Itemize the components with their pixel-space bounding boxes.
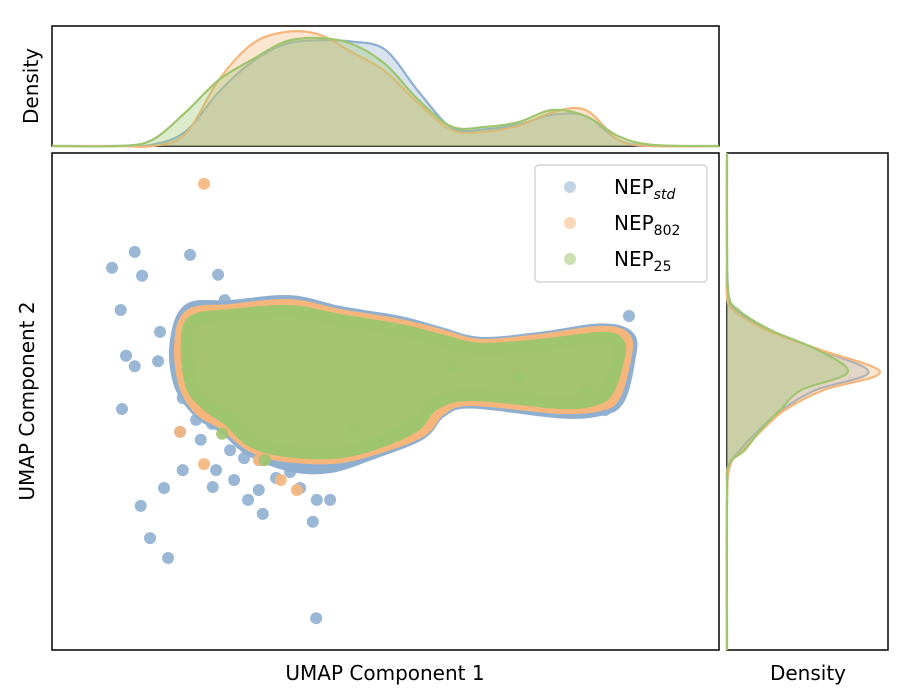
legend-marker-0 — [564, 181, 576, 193]
scatter-point-series-0 — [152, 355, 165, 368]
scatter-point-series-0 — [194, 433, 207, 446]
legend-label-sub: 802 — [654, 223, 681, 239]
top-density-line-2 — [51, 36, 720, 148]
scatter-point-series-1 — [274, 474, 287, 487]
scatter-point-series-0 — [256, 507, 269, 520]
scatter-point-series-0 — [324, 493, 337, 506]
top-density-fill-2 — [52, 37, 719, 147]
scatter-point-series-0 — [218, 294, 231, 307]
scatter-point-series-0 — [154, 325, 167, 338]
legend-marker-1 — [564, 217, 576, 229]
scatter-point-series-0 — [116, 402, 129, 415]
right-density-fill-0 — [726, 153, 869, 650]
top-density-fill-0 — [52, 40, 719, 147]
legend-label-2: NEP25 — [614, 247, 672, 275]
legend-label-base: NEP — [614, 211, 654, 235]
scatter-point-series-0 — [238, 452, 251, 465]
scatter-panel — [106, 177, 638, 625]
scatter-point-series-2 — [446, 360, 459, 373]
legend-label-base: NEP — [614, 175, 654, 199]
x-axis-label: UMAP Component 1 — [285, 661, 484, 685]
top-density-line-1 — [52, 30, 720, 148]
scatter-point-series-2 — [579, 385, 592, 398]
scatter-point-series-2 — [216, 427, 229, 440]
scatter-point-series-1 — [290, 483, 303, 496]
scatter-point-series-0 — [158, 481, 171, 494]
scatter-point-series-0 — [176, 464, 189, 477]
scatter-point-series-0 — [184, 248, 197, 261]
legend-marker-2 — [564, 253, 576, 265]
scatter-point-series-0 — [224, 444, 237, 457]
right-density-frame — [726, 152, 889, 651]
scatter-point-series-0 — [310, 612, 323, 625]
legend-label-sub: std — [654, 187, 676, 203]
scatter-point-series-0 — [228, 474, 241, 487]
y-axis-label: UMAP Component 2 — [15, 301, 39, 500]
scatter-point-series-0 — [114, 304, 127, 317]
dense-region-series-2 — [180, 304, 627, 460]
legend-label-base: NEP — [614, 247, 654, 271]
scatter-point-series-0 — [284, 466, 297, 479]
scatter-point-series-2 — [346, 425, 359, 438]
scatter-point-series-0 — [622, 310, 635, 323]
scatter-frame — [51, 152, 720, 651]
scatter-point-series-0 — [134, 499, 147, 512]
right-density-fill-1 — [726, 153, 880, 650]
legend-label-1: NEP802 — [614, 211, 680, 239]
scatter-point-series-0 — [136, 269, 149, 282]
scatter-point-series-0 — [128, 360, 141, 373]
right-density-label: Density — [770, 661, 846, 685]
scatter-point-series-0 — [162, 552, 175, 565]
scatter-point-series-0 — [106, 261, 119, 274]
scatter-point-series-0 — [252, 483, 265, 496]
scatter-point-series-2 — [258, 454, 271, 467]
scatter-point-series-2 — [512, 370, 525, 383]
legend-box — [534, 164, 708, 283]
top-density-panel — [51, 30, 720, 148]
scatter-point-series-0 — [212, 268, 225, 281]
scatter-point-series-0 — [210, 464, 223, 477]
scatter-point-series-0 — [120, 349, 133, 362]
scatter-point-series-0 — [206, 480, 219, 493]
right-density-line-2 — [725, 152, 849, 651]
scatter-point-series-1 — [174, 425, 187, 438]
top-density-label: Density — [19, 48, 43, 124]
scatter-point-series-0 — [306, 515, 319, 528]
scatter-point-series-0 — [242, 493, 255, 506]
legend-label-sub: 25 — [654, 259, 672, 275]
legend-label-0: NEPstd — [614, 175, 675, 203]
scatter-point-series-0 — [128, 245, 141, 258]
top-density-frame — [51, 25, 720, 147]
scatter-point-series-0 — [144, 532, 157, 545]
right-density-line-1 — [725, 153, 882, 651]
scatter-point-series-1 — [198, 458, 211, 471]
scatter-point-series-0 — [310, 493, 323, 506]
right-density-panel — [725, 152, 882, 651]
top-density-fill-1 — [52, 31, 719, 147]
scatter-point-series-1 — [198, 177, 211, 190]
